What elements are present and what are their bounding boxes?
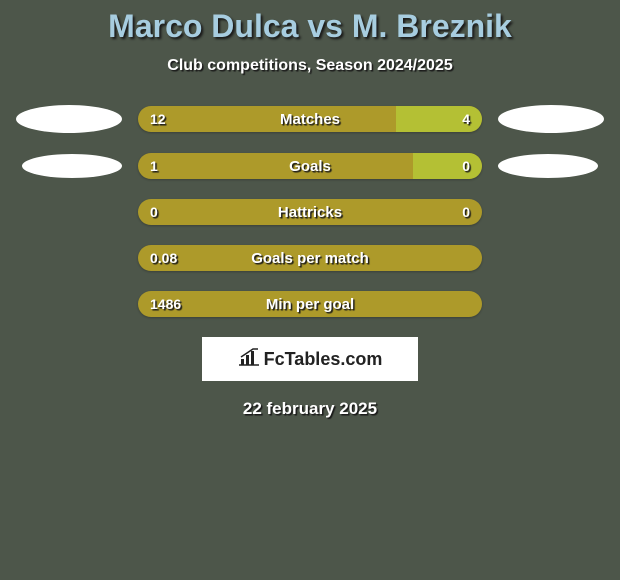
date-text: 22 february 2025 <box>0 399 620 419</box>
stat-bar: 0.08Goals per match <box>138 245 482 271</box>
stat-label-wrap: Hattricks <box>138 199 482 225</box>
bar-chart-icon <box>238 348 260 371</box>
stat-label: Matches <box>280 111 340 128</box>
stat-label-wrap: Goals per match <box>138 245 482 271</box>
stat-bar: 1Goals0 <box>138 153 482 179</box>
stat-label: Goals per match <box>251 250 369 267</box>
right-oval-slot <box>482 154 604 178</box>
stat-bar: 12Matches4 <box>138 106 482 132</box>
stat-label: Min per goal <box>266 296 354 313</box>
stat-row: 0Hattricks0 <box>0 199 620 225</box>
player-right-oval <box>498 105 604 133</box>
stat-row: 1486Min per goal <box>0 291 620 317</box>
stat-rows: 12Matches41Goals00Hattricks00.08Goals pe… <box>0 105 620 317</box>
player-left-oval <box>16 105 122 133</box>
right-oval-slot <box>482 105 604 133</box>
left-oval-slot <box>16 105 138 133</box>
page-subtitle: Club competitions, Season 2024/2025 <box>0 57 620 75</box>
player-left-oval <box>22 154 122 178</box>
left-oval-slot <box>16 154 138 178</box>
logo-badge: FcTables.com <box>202 337 418 381</box>
stat-row: 1Goals0 <box>0 153 620 179</box>
player-right-oval <box>498 154 598 178</box>
stat-value-right: 0 <box>462 153 470 179</box>
stat-label-wrap: Matches <box>138 106 482 132</box>
stat-row: 0.08Goals per match <box>0 245 620 271</box>
stat-label-wrap: Goals <box>138 153 482 179</box>
page-title: Marco Dulca vs M. Breznik <box>0 8 620 45</box>
stat-label: Hattricks <box>278 204 342 221</box>
stat-value-right: 4 <box>462 106 470 132</box>
logo-label: FcTables.com <box>264 349 383 370</box>
stat-value-right: 0 <box>462 199 470 225</box>
stat-label: Goals <box>289 158 331 175</box>
stat-bar: 0Hattricks0 <box>138 199 482 225</box>
comparison-infographic: Marco Dulca vs M. Breznik Club competiti… <box>0 0 620 419</box>
logo-text: FcTables.com <box>238 348 383 371</box>
stat-row: 12Matches4 <box>0 105 620 133</box>
stat-label-wrap: Min per goal <box>138 291 482 317</box>
stat-bar: 1486Min per goal <box>138 291 482 317</box>
